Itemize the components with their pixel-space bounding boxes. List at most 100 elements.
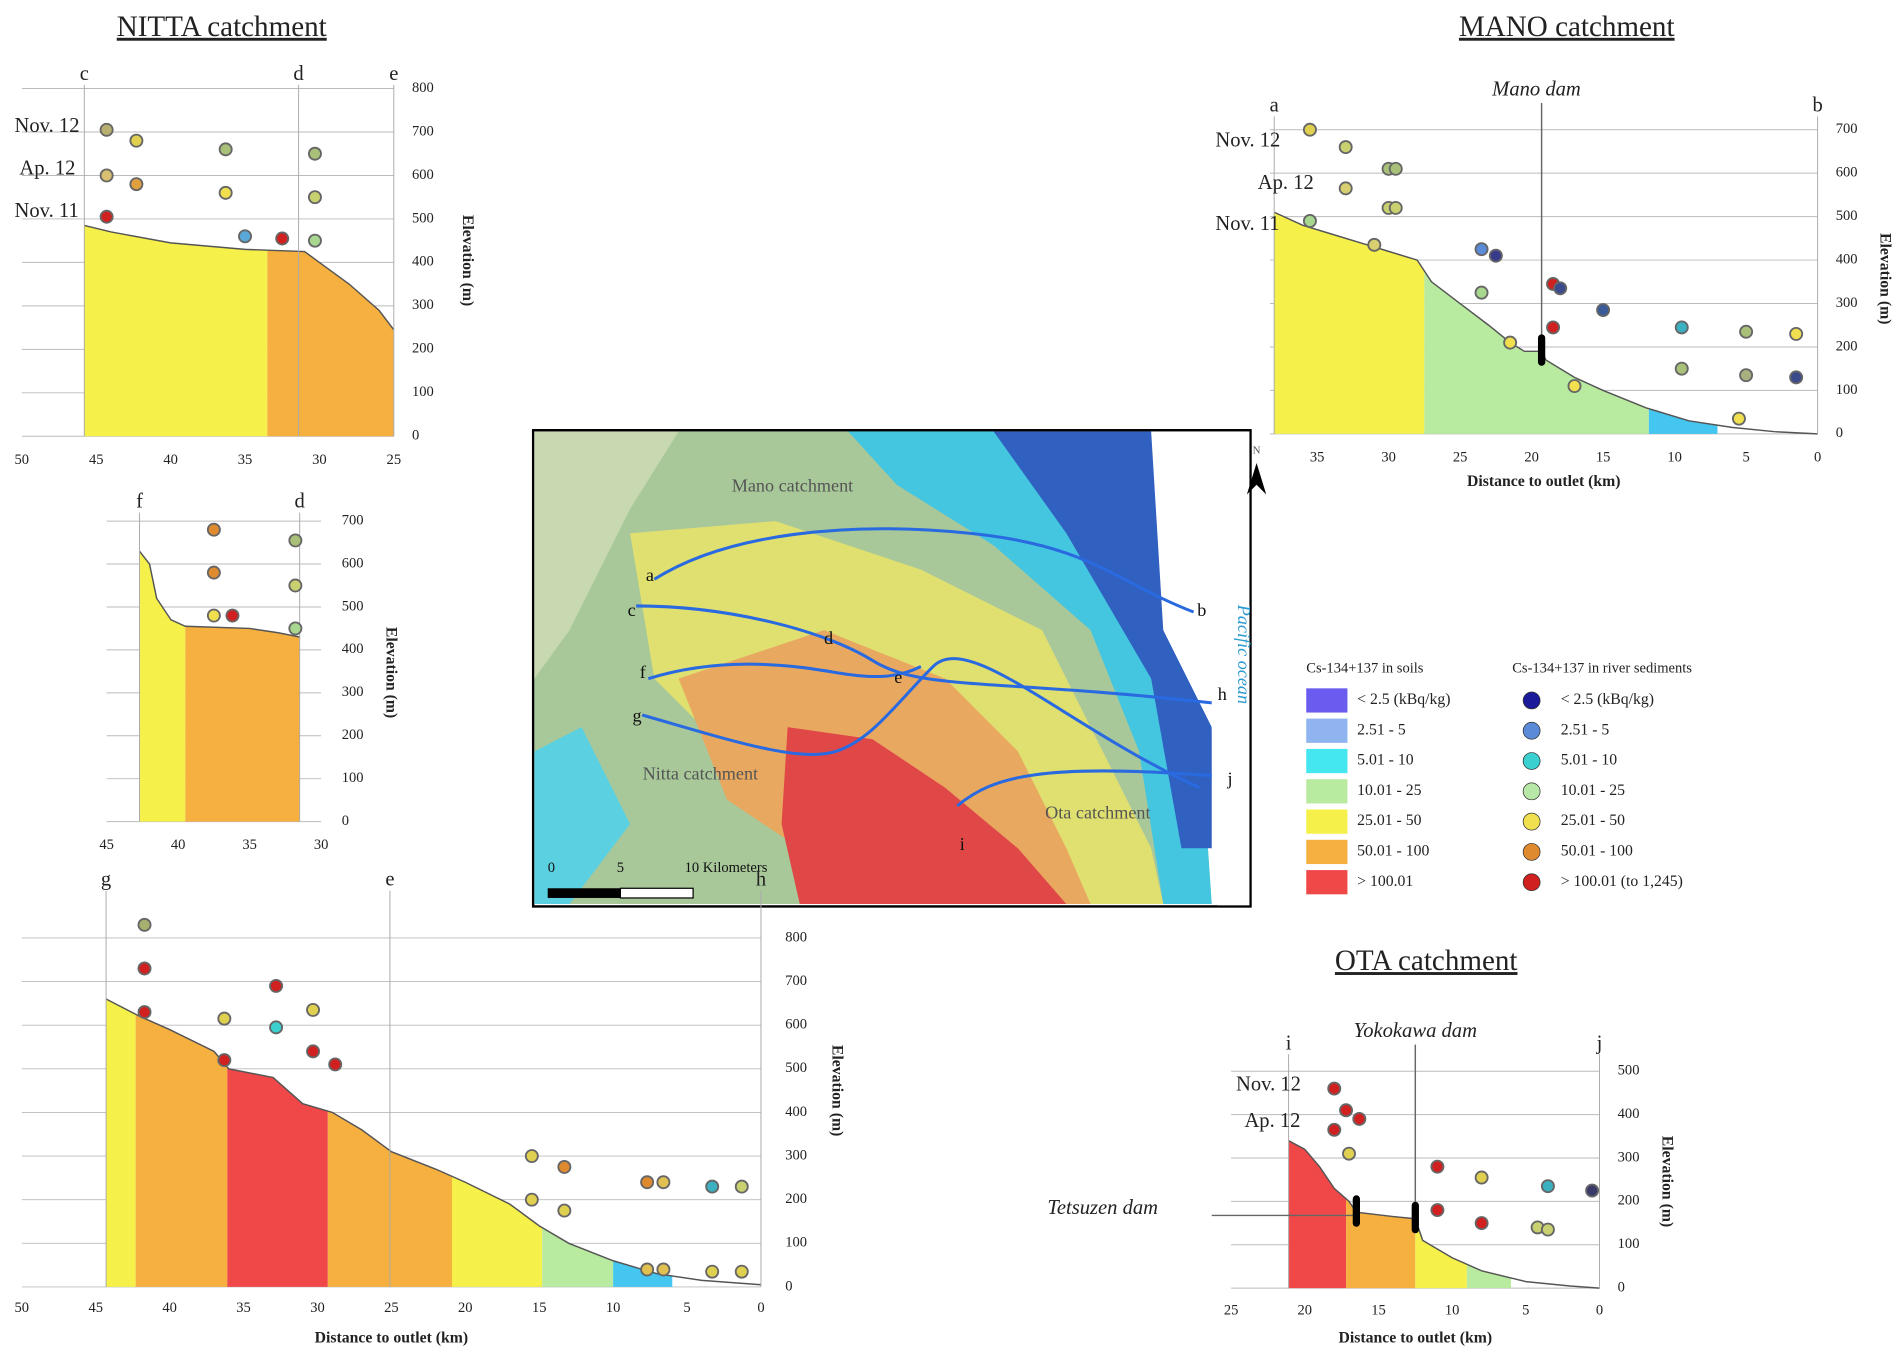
x-tick-label: 30 [314, 837, 329, 853]
x-tick-label: 20 [458, 1300, 473, 1316]
legend-swatch [1306, 688, 1347, 712]
row-label: Ap. 12 [19, 157, 75, 179]
soil-segment [227, 1067, 328, 1287]
chart-title: NITTA catchment [117, 11, 327, 43]
legend-swatch [1306, 840, 1347, 864]
x-tick-label: 35 [236, 1300, 251, 1316]
sediment-point [641, 1263, 653, 1275]
x-tick-label: 40 [171, 837, 186, 853]
sediment-point [138, 1006, 150, 1018]
sediment-point [1597, 304, 1609, 316]
y-tick-label: 0 [1836, 425, 1843, 441]
marker-label: e [389, 63, 398, 85]
y-tick-label: 700 [785, 973, 807, 989]
soil-segment [84, 225, 267, 436]
x-tick-label: 40 [162, 1300, 177, 1316]
figure: Mano catchment Nitta catchment Ota catch… [0, 0, 1900, 1350]
y-tick-label: 100 [785, 1235, 807, 1251]
map: Mano catchment Nitta catchment Ota catch… [533, 430, 1266, 906]
map-point: b [1197, 600, 1206, 620]
x-tick-label: 0 [1814, 449, 1821, 465]
x-tick-label: 5 [683, 1300, 690, 1316]
y-tick-label: 600 [1836, 165, 1858, 181]
x-tick-label: 20 [1298, 1303, 1313, 1319]
sediment-point [101, 169, 113, 181]
y-axis-label: Elevation (m) [383, 627, 400, 718]
sediment-point [101, 211, 113, 223]
sediment-point [289, 534, 301, 546]
legend-title: Cs-134+137 in river sediments [1512, 660, 1692, 676]
soil-segment [1424, 271, 1649, 434]
sediment-point [309, 235, 321, 247]
x-tick-label: 20 [1524, 449, 1539, 465]
sediment-point [1368, 239, 1380, 251]
legend-label: 5.01 - 10 [1357, 752, 1414, 769]
y-tick-label: 100 [1836, 382, 1858, 398]
sediment-point [276, 232, 288, 244]
sediment-point [1676, 321, 1688, 333]
marker-label: c [80, 63, 89, 85]
y-tick-label: 400 [1836, 251, 1858, 267]
sediment-point [289, 579, 301, 591]
x-tick-label: 35 [242, 837, 257, 853]
sediment-point [1790, 328, 1802, 340]
x-tick-label: 15 [1371, 1303, 1386, 1319]
legend-label: 25.01 - 50 [1561, 812, 1625, 829]
y-tick-label: 100 [1618, 1236, 1640, 1252]
legend-label: < 2.5 (kBq/kg) [1561, 691, 1654, 708]
y-tick-label: 200 [785, 1191, 807, 1207]
sediment-point [1304, 124, 1316, 136]
sediment-point [1568, 380, 1580, 392]
x-tick-label: 5 [1522, 1303, 1529, 1319]
ocean-label: Pacific ocean [1234, 604, 1254, 704]
marker-label: g [101, 869, 111, 891]
soil-segment [267, 250, 393, 436]
x-tick-label: 45 [99, 837, 114, 853]
legend-swatch [1523, 692, 1540, 709]
x-tick-label: 40 [163, 452, 178, 468]
map-label: Nitta catchment [643, 764, 758, 784]
map-point: d [824, 628, 833, 648]
sediment-point [138, 919, 150, 931]
y-tick-label: 400 [785, 1104, 807, 1120]
sediment-point [130, 178, 142, 190]
legend: < 2.5 (kBq/kg)2.51 - 55.01 - 1010.01 - 2… [1306, 688, 1683, 894]
legend-label: > 100.01 (to 1,245) [1561, 873, 1683, 890]
y-tick-label: 300 [342, 684, 364, 700]
x-tick-label: 25 [1453, 449, 1468, 465]
x-tick-label: 35 [1310, 449, 1325, 465]
x-tick-label: 25 [384, 1300, 399, 1316]
dam [1353, 1195, 1360, 1227]
row-label: Nov. 12 [15, 115, 80, 137]
x-tick-label: 15 [532, 1300, 547, 1316]
soil-segment [1274, 212, 1424, 434]
sediment-point [1676, 363, 1688, 375]
x-axis-label: Distance to outlet (km) [1339, 1330, 1493, 1347]
sediment-point [1304, 215, 1316, 227]
x-tick-label: 10 [1445, 1303, 1460, 1319]
sediment-point [736, 1266, 748, 1278]
y-tick-label: 600 [785, 1017, 807, 1033]
scale-bar [620, 888, 693, 898]
x-tick-label: 30 [312, 452, 327, 468]
marker-label: a [1270, 94, 1279, 116]
y-tick-label: 300 [1618, 1149, 1640, 1165]
sediment-point [736, 1181, 748, 1193]
sediment-point [1431, 1204, 1443, 1216]
scale-label: 5 [617, 860, 624, 876]
y-tick-label: 400 [1618, 1106, 1640, 1122]
x-tick-label: 45 [89, 452, 104, 468]
y-tick-label: 200 [1618, 1193, 1640, 1209]
row-label: Ap. 12 [1258, 172, 1314, 194]
legend-swatch [1306, 749, 1347, 773]
dam-label: Yokokawa dam [1354, 1020, 1477, 1042]
y-tick-label: 400 [342, 641, 364, 657]
map-point: g [633, 706, 642, 726]
y-tick-label: 300 [1836, 295, 1858, 311]
sediment-point [1340, 1104, 1352, 1116]
sediment-point [1542, 1224, 1554, 1236]
row-label: Nov. 12 [1236, 1073, 1301, 1095]
y-axis-label: Elevation (m) [828, 1045, 845, 1136]
sediment-point [1547, 321, 1559, 333]
legend-label: > 100.01 [1357, 873, 1413, 890]
